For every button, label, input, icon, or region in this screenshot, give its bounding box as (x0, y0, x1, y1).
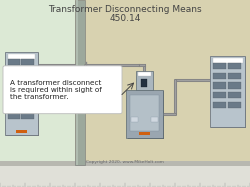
Bar (6, 53, 39, 136)
Bar (212, 63, 226, 69)
Bar (21, 77, 34, 83)
Text: 450.14: 450.14 (109, 14, 141, 23)
Bar (0, 166, 250, 187)
Bar (21, 95, 34, 101)
Bar (85, 0, 250, 165)
Bar (8, 86, 20, 92)
Text: A transformer disconnect
is required within sight of
the transformer.: A transformer disconnect is required wit… (10, 80, 102, 100)
Bar (128, 91, 164, 139)
Bar (130, 95, 159, 131)
Bar (131, 117, 138, 122)
Bar (21, 59, 34, 65)
Bar (151, 117, 158, 122)
Bar (8, 68, 20, 74)
Bar (228, 82, 241, 89)
Bar (21, 113, 34, 119)
Bar (21, 104, 34, 110)
Bar (212, 102, 226, 108)
Bar (8, 59, 20, 65)
Bar (8, 95, 20, 101)
Bar (8, 104, 20, 110)
Bar (8, 54, 35, 59)
Bar (228, 102, 241, 108)
Bar (138, 72, 151, 76)
FancyBboxPatch shape (3, 66, 122, 114)
Bar (75, 0, 85, 165)
Text: Copyright 2020, www.MikeHolt.com: Copyright 2020, www.MikeHolt.com (86, 160, 164, 164)
Bar (142, 79, 148, 87)
Bar (228, 92, 241, 98)
Bar (16, 130, 27, 133)
Bar (21, 68, 34, 74)
Bar (8, 77, 20, 83)
Bar (126, 90, 162, 138)
Bar (211, 57, 246, 128)
Bar (228, 73, 241, 79)
Bar (212, 58, 242, 63)
Bar (228, 63, 241, 69)
Bar (0, 0, 75, 165)
Bar (210, 56, 245, 127)
Bar (21, 86, 34, 92)
Bar (139, 132, 150, 135)
Bar (8, 113, 20, 119)
Text: Transformer Disconnecting Means: Transformer Disconnecting Means (48, 5, 202, 14)
Bar (212, 73, 226, 79)
Bar (212, 82, 226, 89)
Bar (0, 161, 250, 168)
Bar (5, 52, 38, 135)
Bar (212, 92, 226, 98)
Bar (136, 71, 152, 90)
Bar (76, 0, 78, 165)
